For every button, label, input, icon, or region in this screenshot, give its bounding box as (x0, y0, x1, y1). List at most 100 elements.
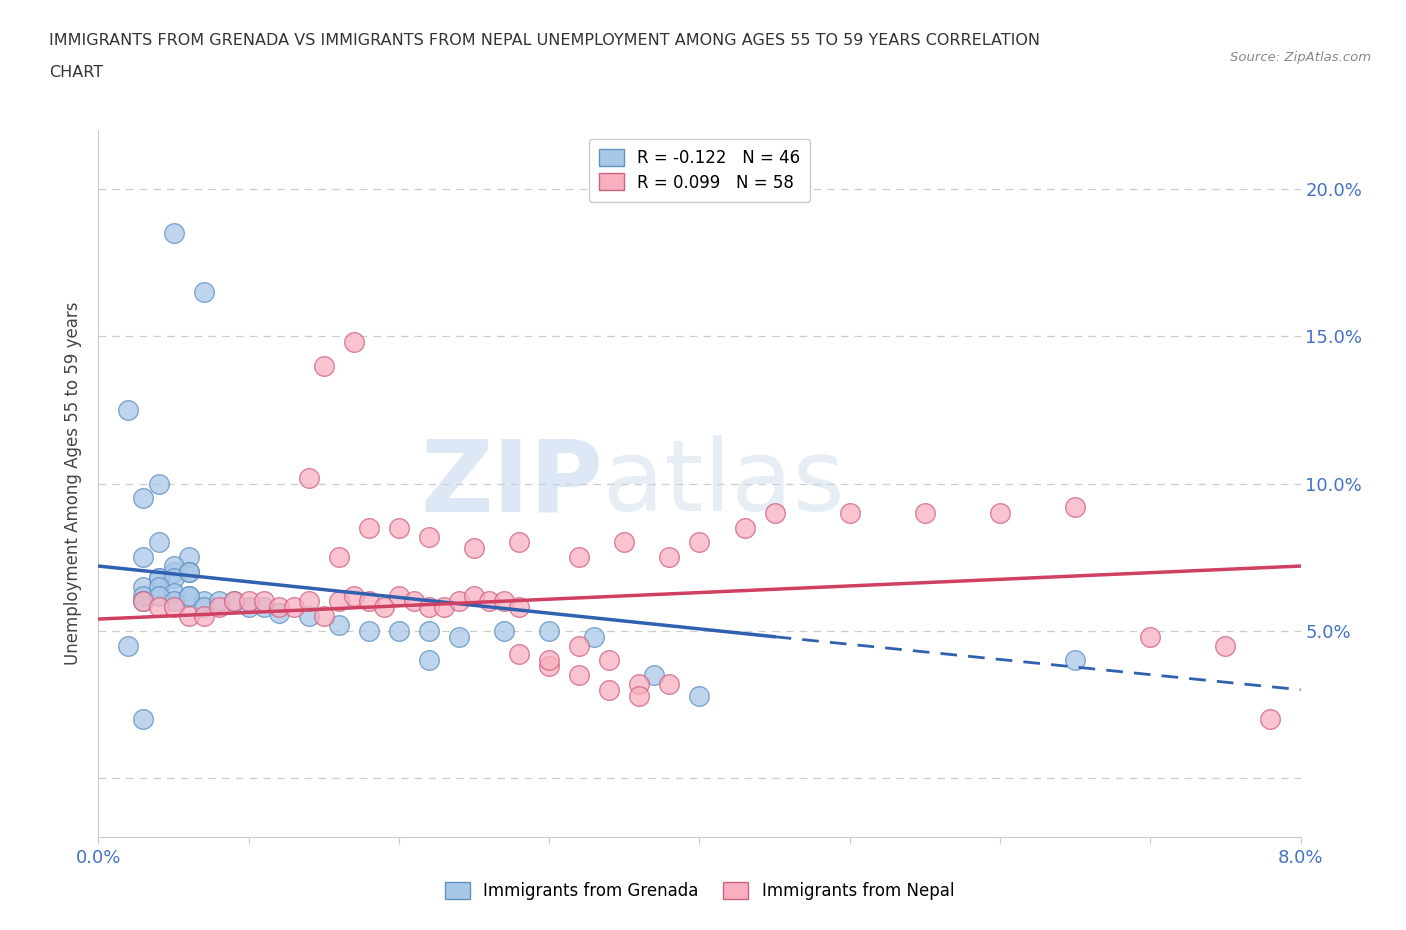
Point (734, 521, 756, 536)
Point (267, 605, 290, 620)
Point (148, 476, 170, 491)
Point (148, 570, 170, 585)
Point (463, 588, 485, 603)
Point (598, 653, 620, 668)
Point (1064, 499, 1087, 514)
Point (148, 579, 170, 594)
Point (298, 594, 321, 609)
Point (162, 600, 184, 615)
Point (132, 588, 155, 603)
Point (132, 579, 155, 594)
Point (162, 594, 184, 609)
Point (538, 653, 561, 668)
Text: Source: ZipAtlas.com: Source: ZipAtlas.com (1230, 51, 1371, 64)
Point (253, 594, 276, 609)
Point (388, 521, 411, 536)
Point (253, 600, 276, 615)
Point (357, 623, 380, 638)
Point (298, 609, 321, 624)
Point (508, 535, 530, 550)
Point (1139, 630, 1161, 644)
Point (689, 688, 711, 703)
Point (418, 653, 440, 668)
Point (373, 600, 395, 615)
Point (357, 521, 380, 536)
Point (478, 594, 501, 609)
Text: IMMIGRANTS FROM GRENADA VS IMMIGRANTS FROM NEPAL UNEMPLOYMENT AMONG AGES 55 TO 5: IMMIGRANTS FROM GRENADA VS IMMIGRANTS FR… (49, 33, 1040, 47)
Point (132, 550, 155, 565)
Point (238, 594, 260, 609)
Point (988, 506, 1011, 521)
Point (177, 588, 200, 603)
Point (388, 623, 411, 638)
Point (568, 550, 591, 565)
Point (463, 541, 485, 556)
Point (222, 594, 245, 609)
Point (148, 570, 170, 585)
Point (508, 647, 530, 662)
Point (508, 600, 530, 615)
Point (402, 594, 425, 609)
Point (343, 588, 366, 603)
Point (328, 618, 350, 632)
Point (1215, 638, 1237, 653)
Text: CHART: CHART (49, 65, 103, 80)
Point (283, 600, 305, 615)
Point (598, 683, 620, 698)
Point (148, 588, 170, 603)
Point (568, 668, 591, 683)
Point (628, 676, 651, 691)
Point (193, 285, 215, 299)
Point (613, 535, 636, 550)
Point (193, 609, 215, 624)
Point (267, 600, 290, 615)
Point (328, 594, 350, 609)
Point (1064, 653, 1087, 668)
Point (357, 594, 380, 609)
Point (177, 609, 200, 624)
Point (148, 535, 170, 550)
Point (177, 588, 200, 603)
Point (763, 506, 786, 521)
Point (658, 676, 681, 691)
Point (162, 226, 184, 241)
Point (568, 638, 591, 653)
Point (1260, 711, 1282, 726)
Point (643, 668, 665, 683)
Point (162, 559, 184, 574)
Point (658, 550, 681, 565)
Point (447, 630, 470, 644)
Point (838, 506, 860, 521)
Point (328, 550, 350, 565)
Point (418, 623, 440, 638)
Point (208, 594, 231, 609)
Point (494, 594, 516, 609)
Point (538, 658, 561, 673)
Point (193, 594, 215, 609)
Point (117, 403, 139, 418)
Point (177, 550, 200, 565)
Point (222, 594, 245, 609)
Point (132, 711, 155, 726)
Point (538, 623, 561, 638)
Point (312, 358, 335, 373)
Point (343, 335, 366, 350)
Point (148, 600, 170, 615)
Point (177, 565, 200, 579)
Legend: Immigrants from Grenada, Immigrants from Nepal: Immigrants from Grenada, Immigrants from… (439, 875, 960, 907)
Point (447, 594, 470, 609)
Point (689, 535, 711, 550)
Y-axis label: Unemployment Among Ages 55 to 59 years: Unemployment Among Ages 55 to 59 years (65, 302, 83, 665)
Point (238, 600, 260, 615)
Point (177, 565, 200, 579)
Point (914, 506, 936, 521)
Point (628, 688, 651, 703)
Point (117, 638, 139, 653)
Point (494, 623, 516, 638)
Point (418, 529, 440, 544)
Point (388, 588, 411, 603)
Point (583, 630, 606, 644)
Point (298, 471, 321, 485)
Point (162, 565, 184, 579)
Point (312, 609, 335, 624)
